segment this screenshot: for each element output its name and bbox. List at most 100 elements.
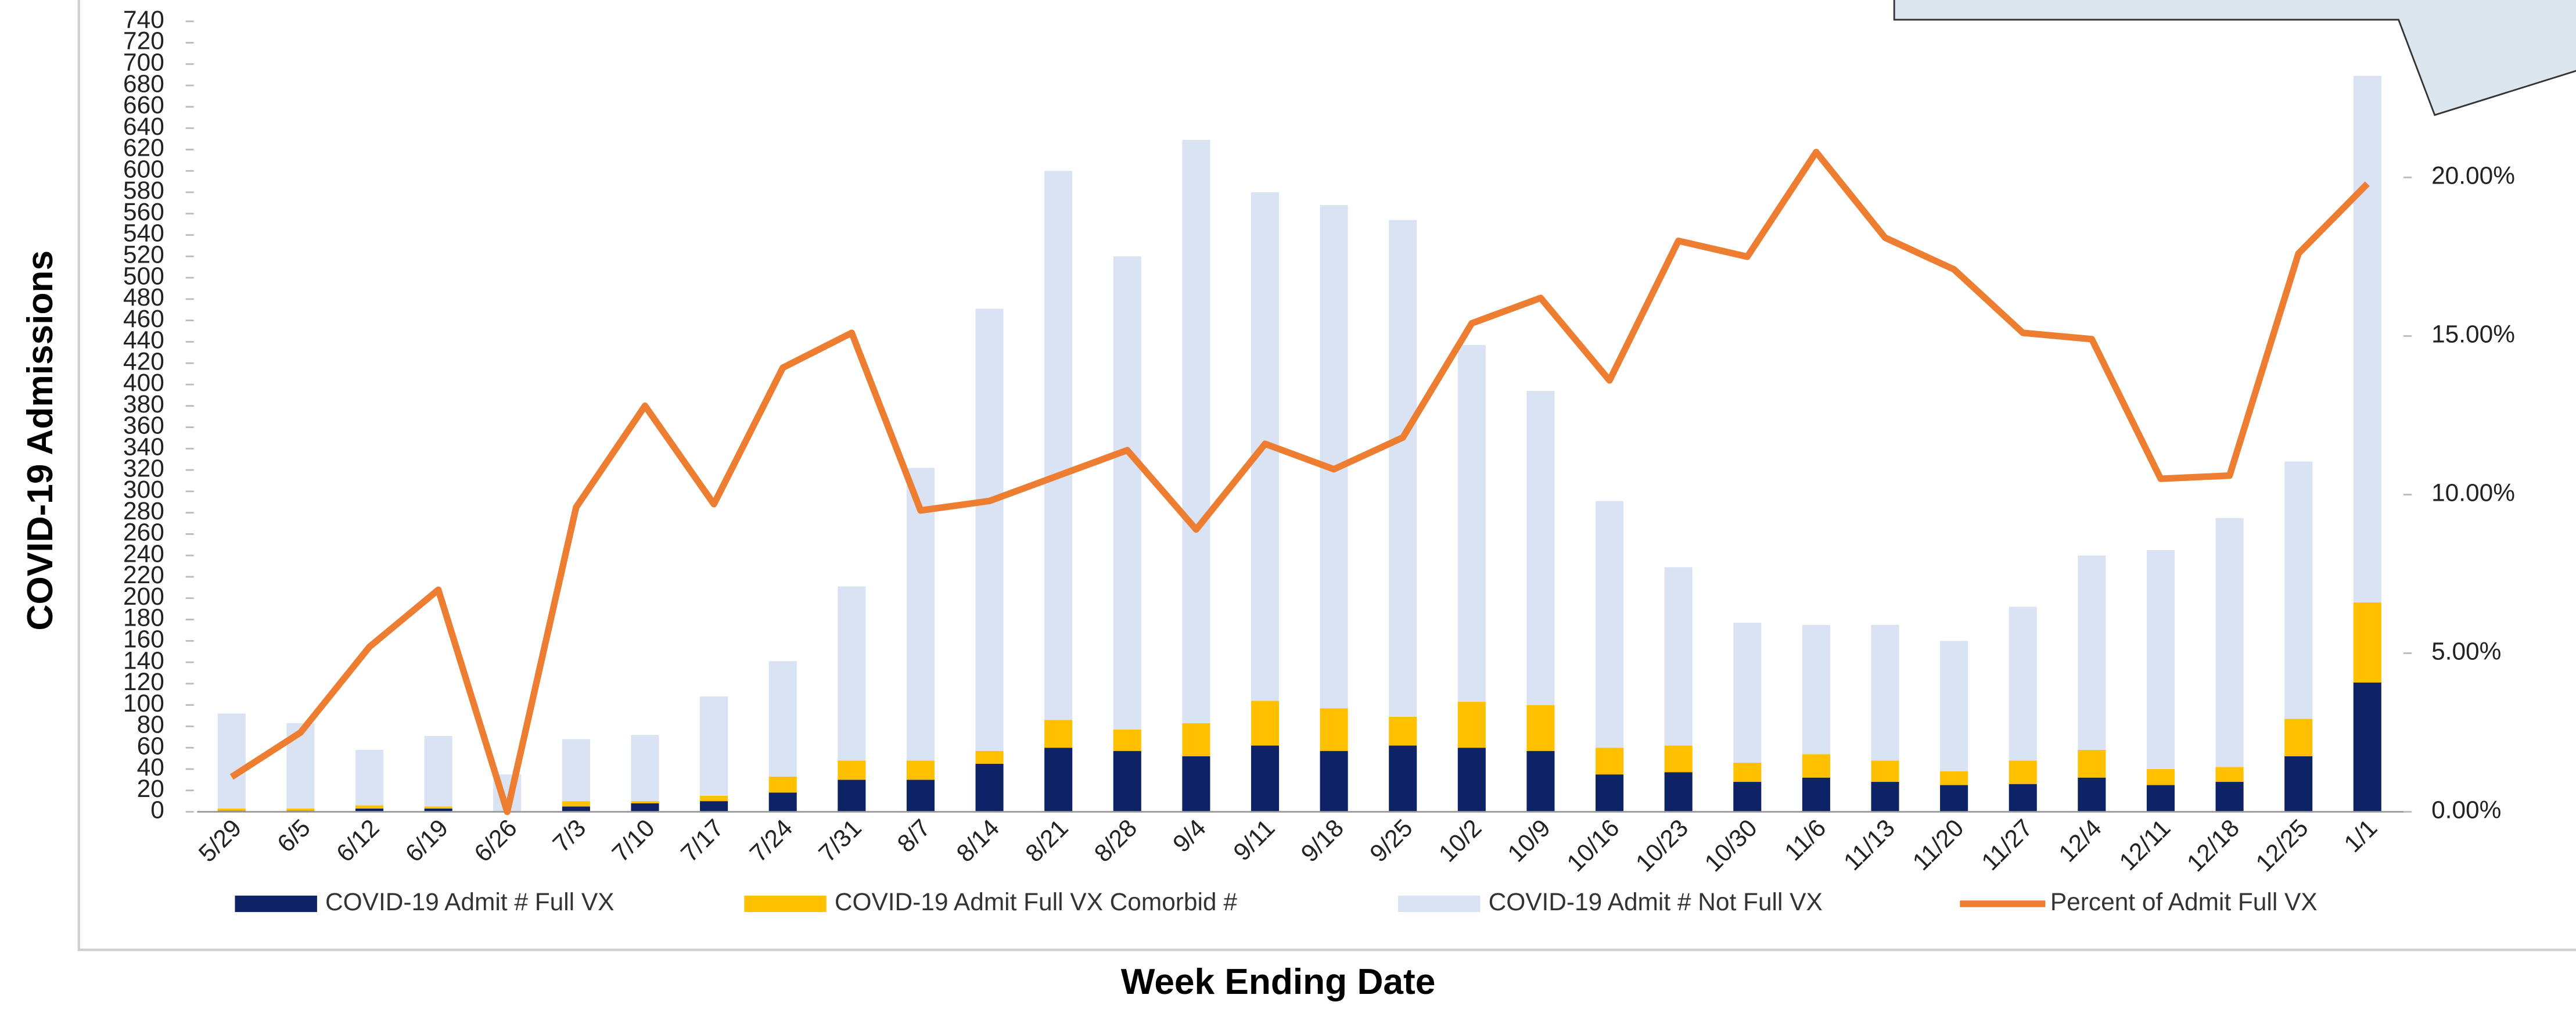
y-tick-label: 20 [137,775,164,802]
legend-label: COVID-19 Admit # Not Full VX [1489,888,1823,915]
bar-segment [355,809,384,812]
bar-segment [286,809,315,811]
bar-segment [1113,729,1141,751]
bar-segment [562,806,590,812]
y-tick-label: 60 [137,732,164,759]
y-tick-label: 40 [137,753,164,781]
bar-segment [355,749,384,806]
y-tick-label: 280 [123,497,164,525]
bar-segment [1182,139,1210,723]
bar-segment [424,809,452,812]
y-tick-label: 400 [123,369,164,396]
y-tick-label: 680 [123,70,164,97]
bar-segment [1044,748,1073,812]
bar-segment [975,751,1004,764]
legend-swatch [744,895,827,913]
bar-segment [1802,754,1830,778]
bar-segment [1733,762,1762,782]
y-tick-label: 660 [123,91,164,119]
y-tick-label: 140 [123,647,164,674]
y-tick-label: 100 [123,690,164,717]
bar-segment [2215,782,2244,812]
bar-segment [2078,777,2106,812]
legend-swatch [235,895,317,913]
y-tick-label: 580 [123,177,164,204]
y-tick-label: 340 [123,433,164,461]
y-tick-label: 420 [123,347,164,375]
y2-tick-label: 20.00% [2431,162,2515,189]
bar-segment [2146,769,2175,785]
bar-segment [768,661,797,777]
bar-segment [631,803,659,812]
bar-segment [1733,782,1762,812]
legend-label: COVID-19 Admit Full VX Comorbid # [835,888,1237,915]
bar-segment [1526,705,1555,751]
bar-segment [700,795,728,802]
bar-segment [1664,745,1693,773]
legend-swatch [1398,895,1481,913]
callout-box [1893,0,2576,116]
bar-segment [1526,391,1555,705]
bar-segment [1871,782,1899,812]
y-tick-label: 300 [123,476,164,503]
bar-segment [2353,602,2381,683]
bar-segment [2078,555,2106,750]
bar-segment [2284,461,2313,719]
y-tick-label: 220 [123,561,164,588]
bar-segment [217,713,246,809]
bar-segment [1044,171,1073,720]
bar-segment [768,792,797,812]
bar-segment [2009,784,2037,812]
y-tick-label: 440 [123,326,164,354]
y-axis-title: COVID-19 Admissions [20,250,60,631]
bar-segment [1802,777,1830,812]
bar-segment [1940,641,1968,771]
bar-segment [1251,745,1280,812]
bar-segment [975,308,1004,751]
y-tick-label: 540 [123,220,164,247]
bar-segment [562,801,590,807]
bar-segment [355,805,384,809]
bar-segment [1320,205,1348,709]
y-tick-label: 640 [123,113,164,140]
y-tick-label: 200 [123,583,164,610]
y-tick-label: 120 [123,668,164,695]
bar-segment [2284,756,2313,812]
bar-segment [2215,518,2244,767]
y-tick-label: 740 [123,6,164,33]
bar-segment [1113,751,1141,812]
bar-segment [1733,623,1762,763]
y-tick-label: 80 [137,711,164,738]
bar-segment [562,739,590,802]
bar-segment [700,696,728,796]
bar-segment [838,760,866,780]
bar-segment [631,801,659,803]
y-tick-label: 700 [123,49,164,76]
bar-segment [1182,756,1210,812]
bar-segment [1320,708,1348,751]
y2-tick-label: 5.00% [2431,638,2501,665]
y-tick-label: 260 [123,519,164,546]
bar-segment [700,801,728,812]
bar-segment [1320,751,1348,812]
bar-segment [1871,760,1899,782]
y-tick-label: 0 [150,796,164,824]
bar-segment [838,586,866,761]
bar-segment [424,735,452,807]
bar-segment [906,468,935,761]
y-tick-label: 160 [123,626,164,653]
bar-segment [2009,760,2037,784]
bar-segment [1457,702,1486,748]
bar-segment [2284,719,2313,756]
y-tick-label: 600 [123,155,164,182]
y-tick-label: 480 [123,283,164,311]
bar-segment [631,735,659,802]
bar-segment [1940,785,1968,812]
bar-segment [1457,344,1486,702]
bar-segment [906,760,935,780]
y-tick-label: 720 [123,27,164,55]
bar-segment [1457,748,1486,812]
bar-segment [1526,751,1555,812]
